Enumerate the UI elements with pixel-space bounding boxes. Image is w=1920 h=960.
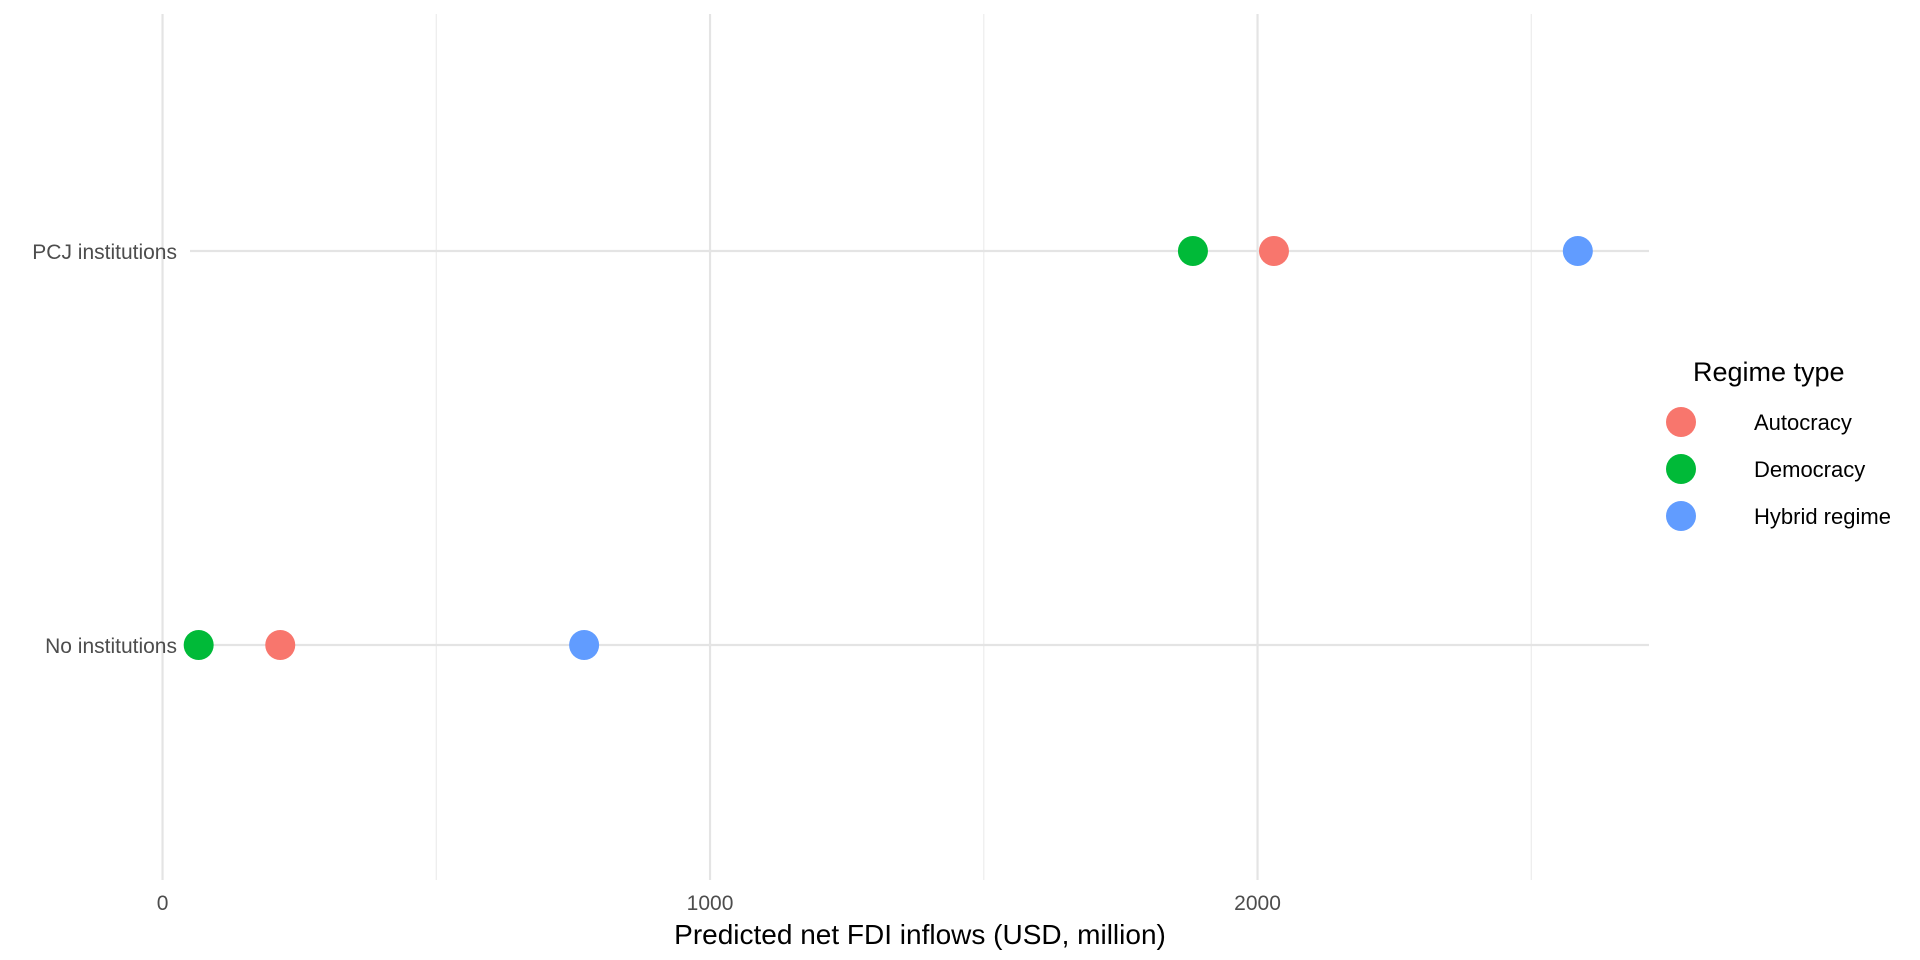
legend-label: Democracy xyxy=(1754,457,1865,482)
legend-key-autocracy xyxy=(1666,407,1696,437)
point-autocracy xyxy=(1258,236,1289,266)
legend-label: Hybrid regime xyxy=(1754,504,1891,529)
x-tick-label: 2000 xyxy=(1234,892,1281,915)
point-democracy xyxy=(1177,236,1208,266)
x-axis-title: Predicted net FDI inflows (USD, million) xyxy=(674,919,1166,950)
point-hybrid-regime xyxy=(1562,236,1593,266)
y-tick-label: No institutions xyxy=(45,635,177,658)
legend-title: Regime type xyxy=(1693,357,1845,387)
grid xyxy=(161,14,1649,880)
point-democracy xyxy=(183,630,214,660)
legend-items: Autocracy Democracy Hybrid regime xyxy=(1666,407,1891,531)
legend-key-democracy xyxy=(1666,454,1696,484)
y-axis-tick-labels: No institutions PCJ institutions xyxy=(32,241,177,658)
legend: Regime type Autocracy Democracy Hybrid reg… xyxy=(1666,357,1891,531)
point-autocracy xyxy=(265,630,296,660)
y-tick-label: PCJ institutions xyxy=(32,241,177,264)
legend-label: Autocracy xyxy=(1754,410,1852,435)
x-axis-tick-labels: 0 1000 2000 xyxy=(157,892,1281,915)
legend-key-hybrid-regime xyxy=(1666,501,1696,531)
x-tick-label: 0 xyxy=(157,892,169,915)
x-tick-label: 1000 xyxy=(687,892,734,915)
point-hybrid-regime xyxy=(569,630,600,660)
data-points xyxy=(183,236,1593,660)
